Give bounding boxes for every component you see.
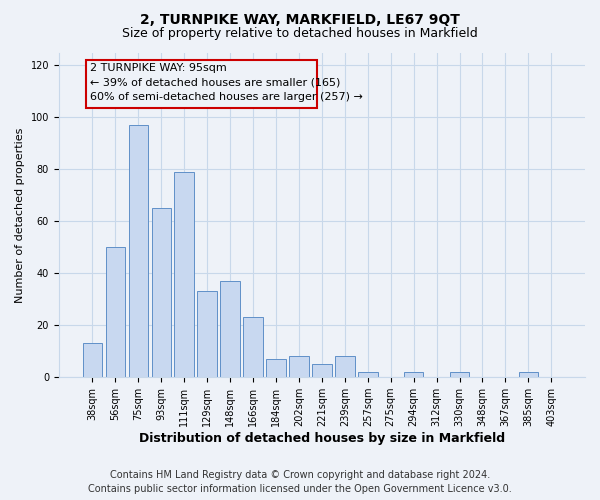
- Bar: [197, 292, 217, 377]
- Bar: [244, 318, 263, 377]
- Bar: [335, 356, 355, 377]
- Bar: [106, 248, 125, 377]
- Text: 2 TURNPIKE WAY: 95sqm
← 39% of detached houses are smaller (165)
60% of semi-det: 2 TURNPIKE WAY: 95sqm ← 39% of detached …: [90, 63, 363, 102]
- Bar: [83, 344, 102, 377]
- Bar: [152, 208, 171, 377]
- FancyBboxPatch shape: [86, 60, 317, 108]
- X-axis label: Distribution of detached houses by size in Markfield: Distribution of detached houses by size …: [139, 432, 505, 445]
- Text: Size of property relative to detached houses in Markfield: Size of property relative to detached ho…: [122, 28, 478, 40]
- Bar: [128, 125, 148, 377]
- Bar: [358, 372, 377, 377]
- Text: 2, TURNPIKE WAY, MARKFIELD, LE67 9QT: 2, TURNPIKE WAY, MARKFIELD, LE67 9QT: [140, 12, 460, 26]
- Text: Contains HM Land Registry data © Crown copyright and database right 2024.
Contai: Contains HM Land Registry data © Crown c…: [88, 470, 512, 494]
- Bar: [175, 172, 194, 377]
- Bar: [312, 364, 332, 377]
- Bar: [266, 359, 286, 377]
- Bar: [289, 356, 308, 377]
- Bar: [450, 372, 469, 377]
- Bar: [404, 372, 424, 377]
- Bar: [220, 281, 240, 377]
- Bar: [518, 372, 538, 377]
- Y-axis label: Number of detached properties: Number of detached properties: [15, 127, 25, 302]
